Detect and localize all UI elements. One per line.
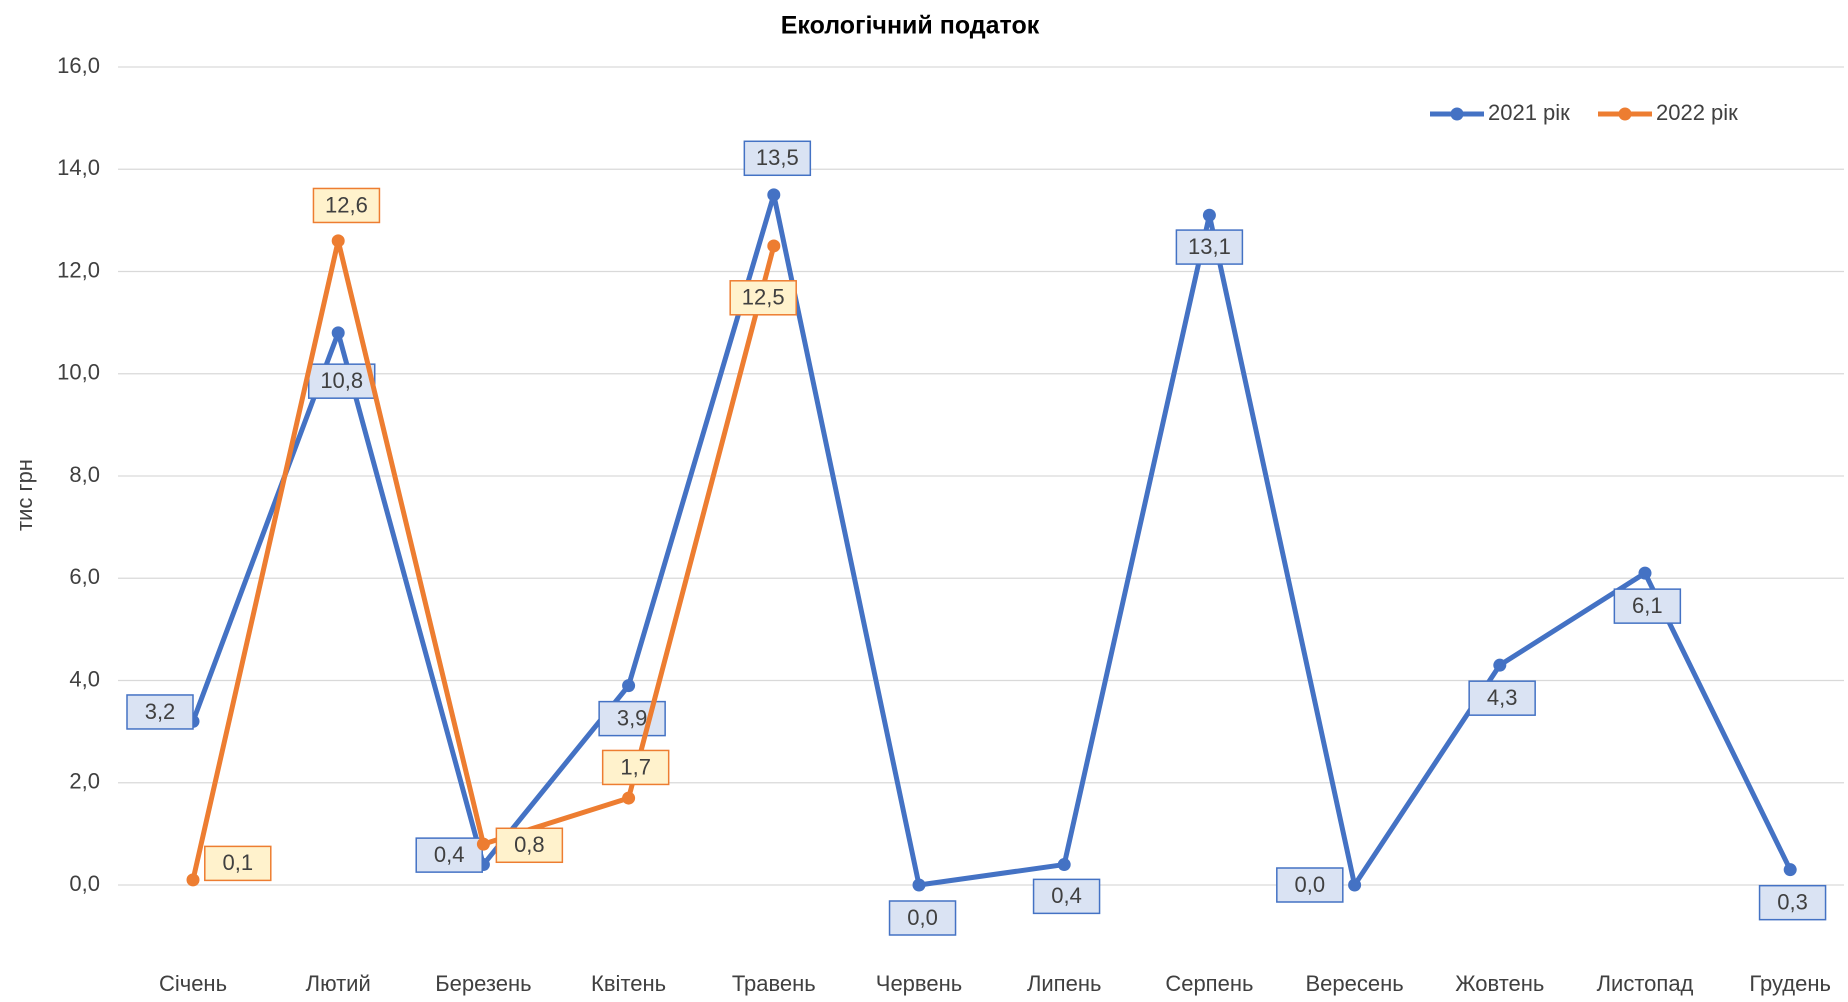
data-label-box — [495, 827, 564, 864]
x-tick-label: Травень — [732, 971, 816, 996]
data-point — [1638, 566, 1652, 580]
data-label: 0,0 — [907, 905, 938, 930]
chart-title: Екологічний податок — [781, 12, 1040, 40]
data-label-box — [1276, 867, 1344, 903]
x-tick-label: Жовтень — [1455, 971, 1544, 996]
data-label-box — [888, 900, 957, 936]
data-point — [331, 234, 345, 248]
data-label: 0,4 — [434, 842, 465, 867]
y-tick-label: 12,0 — [57, 257, 100, 282]
data-label: 12,6 — [325, 192, 368, 217]
data-label-box — [1175, 229, 1244, 265]
y-tick-label: 10,0 — [57, 360, 100, 385]
data-label: 13,1 — [1188, 234, 1231, 259]
data-label: 0,0 — [1295, 872, 1326, 897]
x-tick-label: Лютий — [306, 971, 371, 996]
data-label-box — [601, 749, 670, 786]
data-label: 4,3 — [1487, 685, 1518, 710]
data-label: 1,7 — [620, 754, 651, 779]
data-label-box — [729, 280, 797, 316]
y-tick-label: 6,0 — [69, 564, 100, 589]
data-label: 0,8 — [514, 832, 545, 857]
x-tick-label: Серпень — [1165, 971, 1253, 996]
x-tick-label: Березень — [435, 971, 531, 996]
data-point — [1783, 863, 1797, 877]
y-tick-label: 4,0 — [69, 666, 100, 691]
data-label: 13,5 — [756, 145, 799, 170]
data-label-box — [307, 363, 376, 399]
data-point — [767, 239, 781, 253]
data-point — [1493, 658, 1507, 672]
x-tick-label: Червень — [876, 971, 962, 996]
data-label: 6,1 — [1632, 593, 1663, 618]
legend-marker — [1450, 107, 1464, 121]
data-label: 10,8 — [320, 368, 363, 393]
data-point — [1202, 208, 1216, 222]
data-point — [767, 188, 781, 202]
data-point — [186, 873, 200, 887]
data-point — [331, 326, 345, 340]
data-label: 0,3 — [1777, 889, 1808, 914]
legend-label: 2022 рік — [1656, 100, 1738, 125]
data-point — [1348, 878, 1362, 892]
x-tick-label: Грудень — [1749, 971, 1831, 996]
data-point — [1057, 858, 1071, 872]
data-label-box — [1032, 878, 1101, 915]
y-tick-label: 16,0 — [57, 53, 100, 78]
x-tick-label: Липень — [1027, 971, 1102, 996]
data-label-box — [1613, 588, 1682, 624]
series-line — [190, 192, 1793, 888]
x-tick-label: Квітень — [591, 971, 666, 996]
data-label: 3,2 — [145, 699, 176, 724]
y-axis-label: тис грн — [12, 459, 37, 531]
x-tick-label: Вересень — [1305, 971, 1403, 996]
data-label-box — [126, 694, 194, 730]
y-tick-label: 14,0 — [57, 155, 100, 180]
x-tick-label: Січень — [159, 971, 227, 996]
data-label-box — [743, 140, 812, 177]
data-label-box — [312, 187, 381, 224]
data-point — [912, 878, 926, 892]
legend-label: 2021 рік — [1488, 100, 1570, 125]
data-point — [622, 791, 636, 805]
series-line — [190, 238, 777, 881]
data-label: 3,9 — [617, 705, 648, 730]
data-label: 12,5 — [742, 285, 785, 310]
data-label-box — [1758, 884, 1827, 921]
x-tick-label: Листопад — [1597, 971, 1694, 996]
data-point — [476, 837, 490, 851]
y-tick-label: 2,0 — [69, 769, 100, 794]
data-point — [622, 679, 636, 693]
data-label-box — [1468, 680, 1536, 716]
y-tick-label: 8,0 — [69, 462, 100, 487]
data-label: 0,1 — [222, 850, 253, 875]
data-label-box — [204, 845, 272, 882]
legend-marker — [1618, 107, 1632, 121]
y-tick-label: 0,0 — [69, 871, 100, 896]
data-label: 0,4 — [1051, 883, 1082, 908]
data-label-box — [415, 837, 483, 873]
